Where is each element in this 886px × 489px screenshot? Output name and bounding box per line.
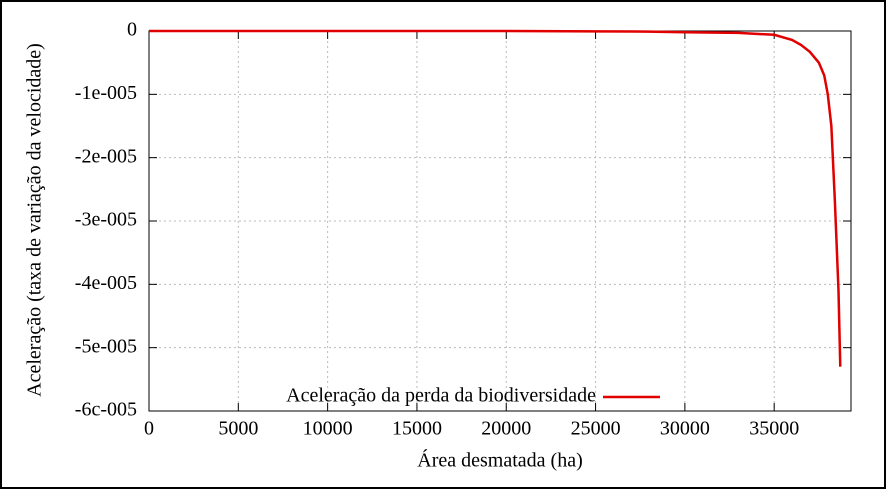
y-tick-label: -2e-005 bbox=[75, 145, 137, 167]
y-tick-label: 0 bbox=[127, 19, 137, 41]
y-tick-label: -3e-005 bbox=[75, 209, 137, 231]
y-tick-label: -4e-005 bbox=[75, 272, 137, 294]
x-tick-label: 25000 bbox=[571, 418, 621, 440]
x-tick-label: 15000 bbox=[392, 418, 442, 440]
x-tick-label: 10000 bbox=[303, 418, 353, 440]
x-tick-label: 35000 bbox=[749, 418, 799, 440]
y-axis-label: Aceleração (taxa de variação da velocida… bbox=[24, 43, 46, 397]
y-tick-label: -5e-005 bbox=[75, 335, 137, 357]
x-tick-label: 0 bbox=[144, 418, 154, 440]
y-tick-label: -6c-005 bbox=[75, 399, 137, 421]
x-tick-label: 5000 bbox=[218, 418, 258, 440]
x-tick-label: 30000 bbox=[660, 418, 710, 440]
x-axis-label: Área desmatada (ha) bbox=[417, 449, 582, 472]
y-tick-label: -1e-005 bbox=[75, 82, 137, 104]
series-line bbox=[149, 29, 842, 367]
legend-label: Aceleração da perda da biodiversidade bbox=[286, 385, 596, 407]
x-tick-label: 20000 bbox=[481, 418, 531, 440]
